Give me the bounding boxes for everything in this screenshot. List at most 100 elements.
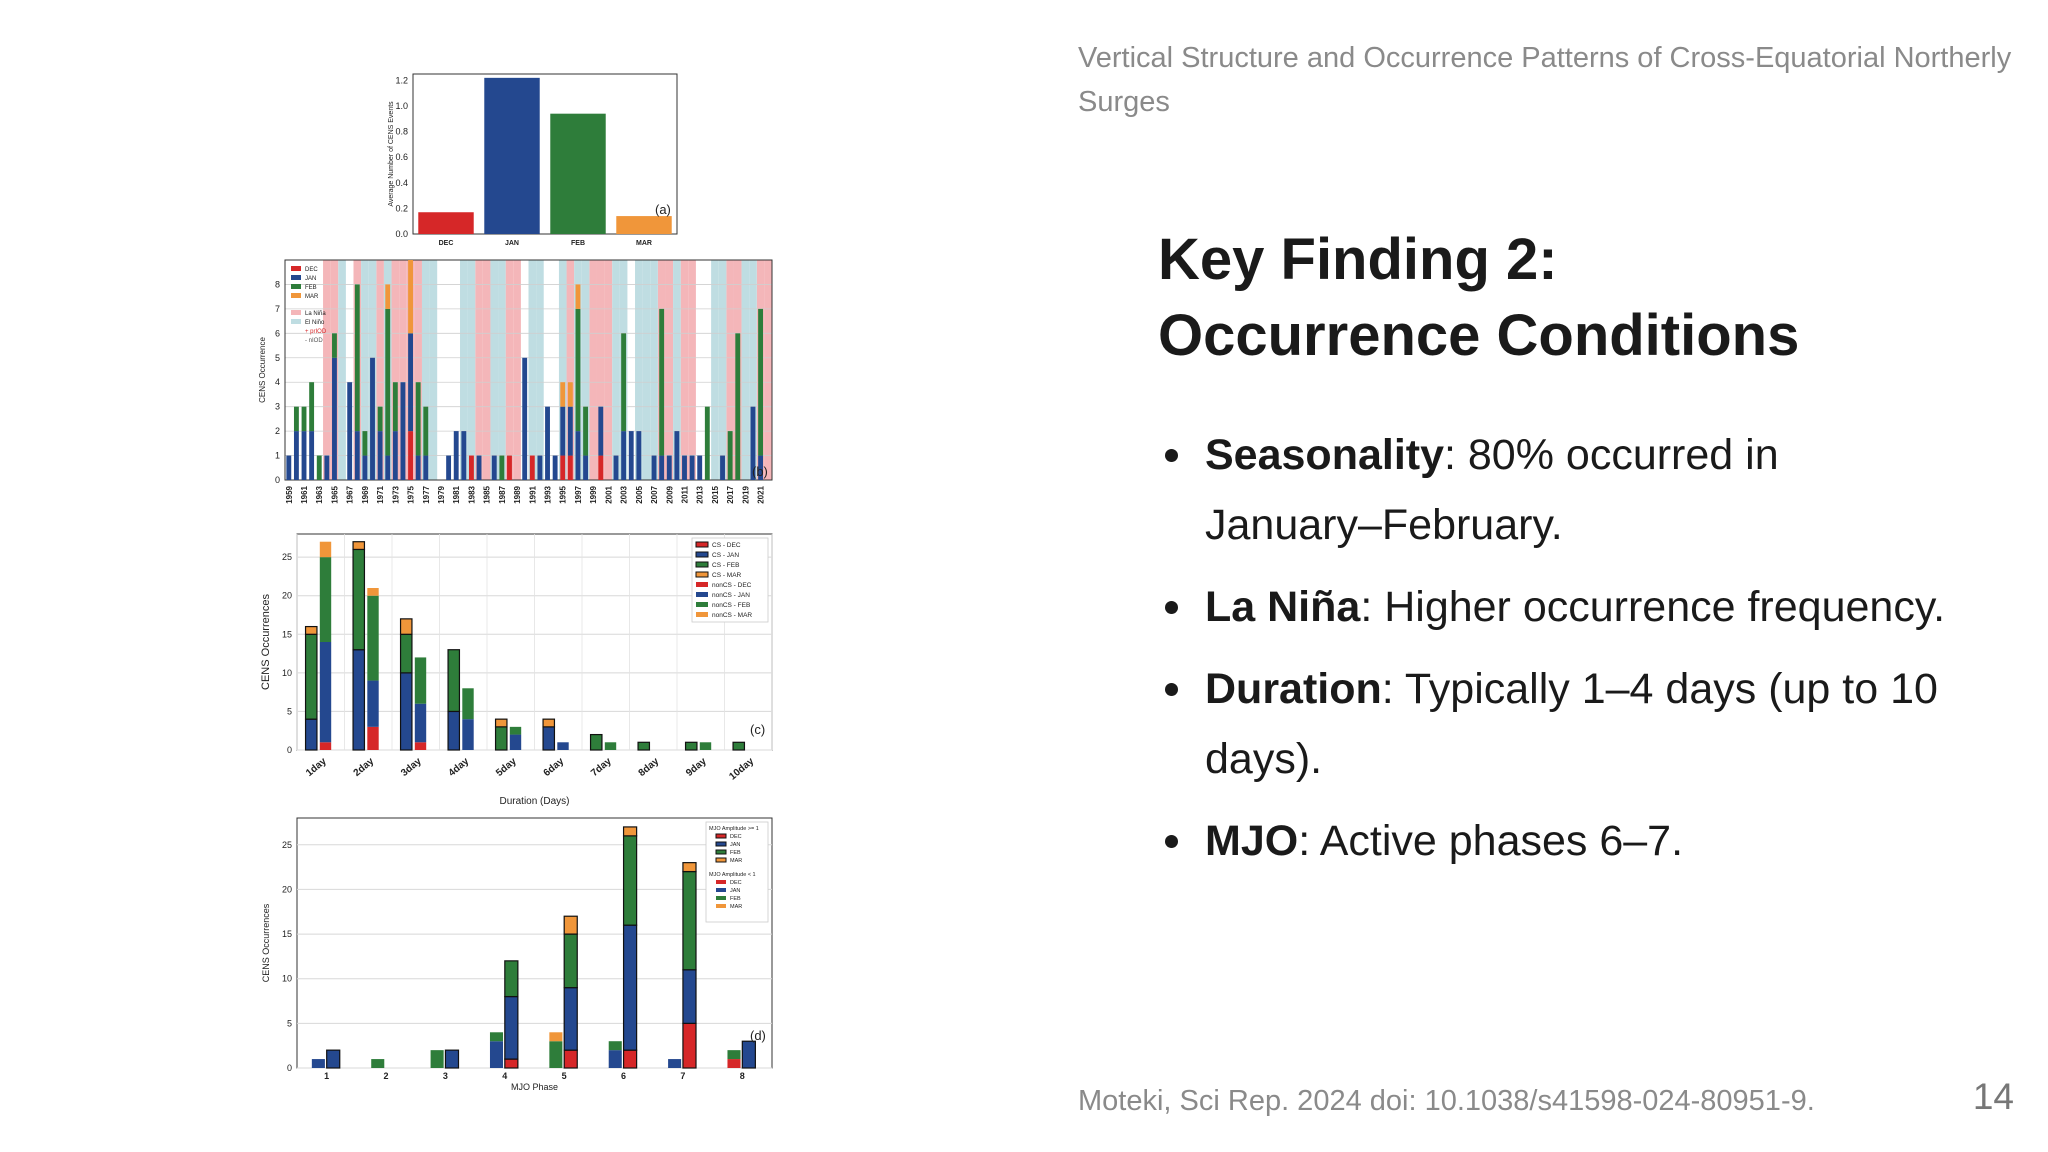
el-nino-band xyxy=(498,260,506,480)
x-tick-label: 1979 xyxy=(437,485,446,503)
legend-label: DEC xyxy=(730,880,742,886)
bar-jan xyxy=(446,455,452,480)
bar-feb xyxy=(575,308,581,432)
y-tick-label: 10 xyxy=(282,974,292,984)
bar-jan xyxy=(613,455,619,480)
el-nino-band xyxy=(581,260,590,480)
bar-jan xyxy=(377,431,383,480)
bar-jan xyxy=(286,455,292,480)
plot-frame xyxy=(412,73,678,235)
legend-box xyxy=(691,537,769,623)
bar-noncs-feb xyxy=(319,557,332,642)
y-tick-label: 5 xyxy=(275,353,280,363)
bar-dec xyxy=(560,455,566,480)
legend-label: FEB xyxy=(305,285,317,291)
legend-swatch xyxy=(695,551,709,558)
la-nina-band xyxy=(391,260,400,480)
x-tick-label: 1975 xyxy=(407,485,416,503)
bar-noncs-feb xyxy=(604,742,617,750)
bar-feb xyxy=(659,308,665,456)
bar-jan xyxy=(370,357,375,480)
el-nino-band xyxy=(421,260,430,480)
bar-cs-feb xyxy=(399,633,413,674)
la-nina-band xyxy=(764,260,772,480)
bar-feb xyxy=(735,333,741,480)
y-tick-label: 0.8 xyxy=(395,127,408,137)
x-tick-label: 1993 xyxy=(544,485,553,503)
plot-frame xyxy=(284,259,773,481)
la-nina-band xyxy=(665,260,674,480)
y-tick-label: 15 xyxy=(282,629,292,639)
bar-jan xyxy=(659,455,665,480)
bullet-text: : Typically 1–4 days (up to 10 days). xyxy=(1205,665,1938,783)
bar-jan xyxy=(347,382,353,480)
legend-swatch xyxy=(716,888,726,892)
bar-active-mar xyxy=(622,826,638,837)
x-tick-label: 1969 xyxy=(361,485,370,503)
y-tick-label: 15 xyxy=(282,929,292,939)
x-tick-label: 2011 xyxy=(680,485,689,503)
bar-jan xyxy=(453,431,459,480)
legend-label: CS - JAN xyxy=(712,552,739,559)
bar-weak-feb xyxy=(430,1050,444,1068)
chart-c: 0 5 10 15 20 25 1day 2day 3day 4day 5day 6day 7day 8d… xyxy=(260,533,773,807)
legend-swatch xyxy=(716,896,726,900)
legend-title: MJO Amplitude >= 1 xyxy=(709,826,759,832)
bar-feb xyxy=(354,284,360,432)
y-tick-label: 1.2 xyxy=(395,75,408,85)
x-tick-label: 2007 xyxy=(650,485,659,503)
legend-swatch xyxy=(715,849,727,855)
bar-noncs-mar xyxy=(367,588,379,596)
x-tick-label: 9day xyxy=(684,756,709,779)
bar-jan xyxy=(636,431,642,480)
bar-jan xyxy=(423,455,429,480)
legend-swatch xyxy=(291,275,301,280)
bar-noncs-feb xyxy=(699,742,712,750)
bar-cs-mar xyxy=(399,618,413,635)
bar-active-jan xyxy=(444,1049,460,1069)
y-tick-label: 25 xyxy=(282,840,292,850)
bar-weak-feb xyxy=(489,1032,504,1042)
bar-active-feb xyxy=(504,960,519,998)
la-nina-band xyxy=(688,260,696,480)
el-nino-band xyxy=(749,260,757,480)
bar-active-jan xyxy=(682,969,697,1024)
bar-dec xyxy=(598,455,604,480)
bar-active-mar xyxy=(563,915,578,935)
x-tick-label: DEC xyxy=(439,240,454,246)
bar-feb xyxy=(415,382,421,456)
bar-jan xyxy=(354,431,360,480)
bar-jan xyxy=(560,406,566,456)
bar-jan xyxy=(324,455,330,480)
bar-feb xyxy=(621,333,627,432)
bar-noncs-jan xyxy=(509,734,522,750)
y-axis-label: CENS Occurrences xyxy=(261,903,271,982)
panel-label: (a) xyxy=(655,202,671,217)
legend-swatch xyxy=(716,880,726,884)
bar-active-feb xyxy=(563,933,578,989)
bar-cs-jan xyxy=(447,710,461,751)
legend-label: JAN xyxy=(730,842,740,848)
x-tick-label: 5day xyxy=(494,756,519,779)
x-tick-label: 2019 xyxy=(741,485,750,503)
x-tick-label: 1985 xyxy=(483,485,492,503)
figure: 0.0 0.2 0.4 0.6 0.8 1.0 1.2 Average Number of C… xyxy=(255,68,785,1098)
legend-swatch xyxy=(696,602,708,607)
x-axis-label: Duration (Days) xyxy=(499,796,569,807)
citation: Moteki, Sci Rep. 2024 doi: 10.1038/s4159… xyxy=(1078,1085,1815,1117)
bar-feb xyxy=(583,406,589,456)
plot-frame xyxy=(296,817,773,1069)
legend-title: MJO Amplitude < 1 xyxy=(709,872,756,878)
bar-cs-jan xyxy=(352,649,366,751)
la-nina-band xyxy=(604,260,613,480)
y-tick-label: 6 xyxy=(275,328,280,338)
bar-noncs-jan xyxy=(462,719,474,750)
x-tick-label: 2001 xyxy=(604,485,613,503)
bullet-term: Duration xyxy=(1205,665,1382,713)
bar-cs-feb xyxy=(589,733,603,751)
y-tick-label: 5 xyxy=(287,706,292,716)
bar-active-jan xyxy=(622,924,638,1051)
bar-jan xyxy=(408,333,413,432)
legend-label: MAR xyxy=(305,294,319,300)
bar-feb xyxy=(423,406,429,456)
